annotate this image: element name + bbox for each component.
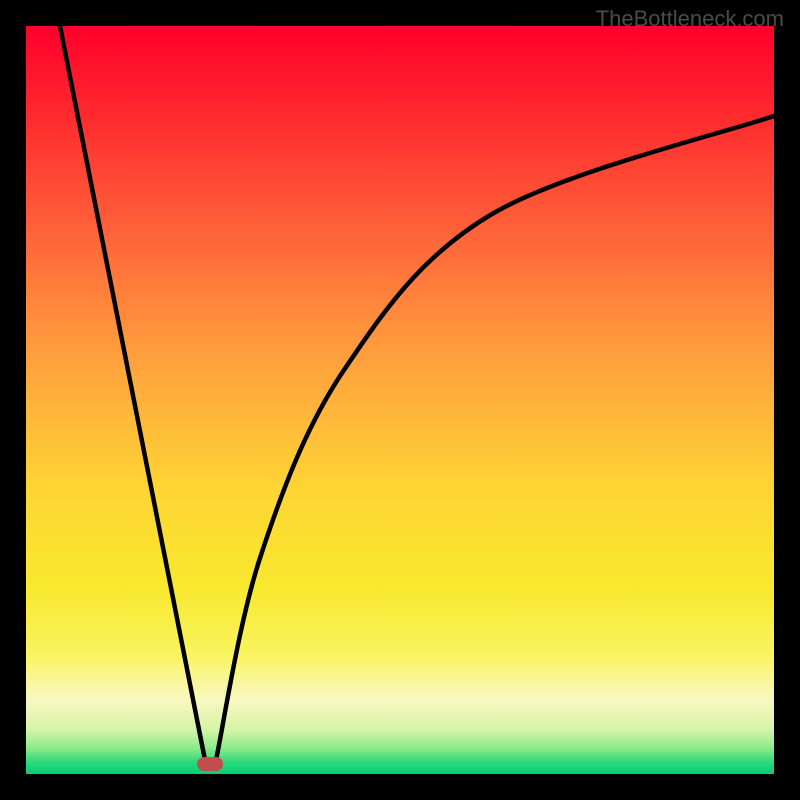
chart-overlay-svg bbox=[0, 0, 800, 800]
bottleneck-curve bbox=[60, 26, 774, 760]
optimum-marker bbox=[197, 757, 223, 771]
chart-container: TheBottleneck.com bbox=[0, 0, 800, 800]
source-caption: TheBottleneck.com bbox=[596, 6, 784, 32]
